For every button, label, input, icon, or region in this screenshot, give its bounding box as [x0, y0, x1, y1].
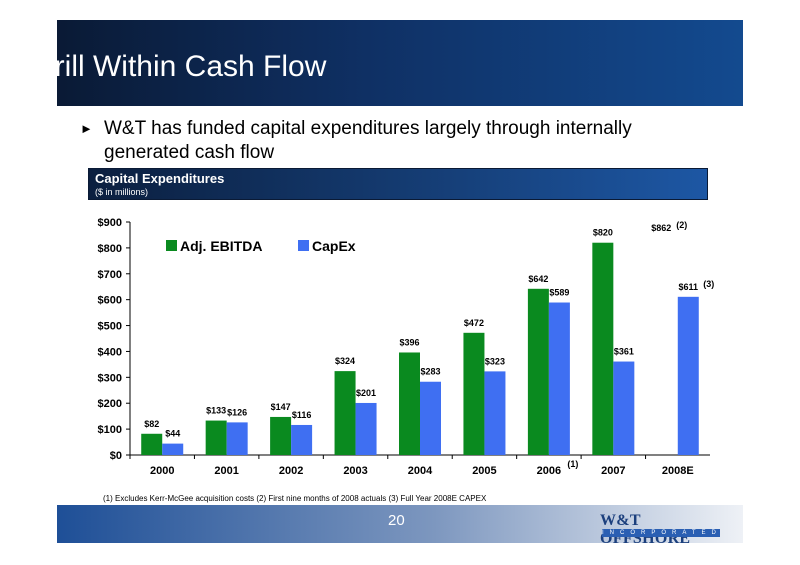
bar-adj-ebitda-2007: [592, 242, 614, 455]
data-label: $283: [420, 367, 440, 377]
data-label: $589: [549, 288, 569, 298]
bar-capex-2006: [548, 302, 570, 455]
bar-capex-2002: [291, 424, 313, 455]
x-tick-label: 2000: [150, 465, 174, 477]
x-tick-label: 2006: [537, 465, 561, 477]
bullet-arrow-icon: ►: [80, 121, 93, 136]
data-label: $116: [292, 410, 312, 420]
legend-swatch-adj-ebitda: [166, 240, 177, 251]
x-tick-label: 2002: [279, 465, 303, 477]
bar-capex-2001: [226, 422, 248, 455]
data-label: $147: [271, 402, 291, 412]
bar-chart: $0 $100 $200 $300 $400 $500 $600 $700 $800 $900 20…: [98, 217, 715, 477]
bullet-text: W&T has funded capital expenditures larg…: [104, 118, 632, 163]
y-tick-label: $600: [98, 295, 122, 307]
x-tick-label: 2003: [343, 465, 367, 477]
y-tick-label: $100: [98, 424, 122, 436]
bar-adj-ebitda-2006: [527, 288, 549, 455]
company-logo: W&T OFFSHORE INCORPORATED: [600, 512, 722, 547]
legend-label: Adj. EBITDA: [180, 238, 262, 254]
data-label: $126: [227, 407, 247, 417]
bar-adj-ebitda-2005: [463, 332, 485, 455]
y-tick-label: $0: [110, 450, 122, 462]
bar-capex-2003: [355, 402, 377, 455]
bullet-point: ► W&T has funded capital expenditures la…: [80, 117, 722, 165]
bar-adj-ebitda-2002: [270, 416, 292, 455]
data-label-note: (3): [703, 279, 714, 289]
x-tick-label: 2005: [472, 465, 496, 477]
logo-subtext: INCORPORATED: [602, 529, 722, 537]
bar-capex-2007: [613, 361, 635, 455]
chart-header: Capital Expenditures ($ in millions): [88, 168, 708, 200]
bar-capex-2005: [484, 371, 506, 455]
bar-adj-ebitda-2000: [141, 433, 163, 455]
y-tick-label: $900: [98, 217, 122, 229]
bar-adj-ebitda-2003: [334, 371, 356, 455]
footnote: (1) Excludes Kerr-McGee acquisition cost…: [103, 494, 487, 503]
y-tick-label: $400: [98, 346, 122, 358]
data-label: $361: [614, 347, 634, 357]
data-label: $44: [165, 429, 180, 439]
data-label: $611: [679, 282, 699, 292]
x-tick-label: 2001: [214, 465, 238, 477]
bar-adj-ebitda-2001: [205, 420, 227, 455]
data-label: $324: [335, 356, 355, 366]
y-tick-label: $200: [98, 398, 122, 410]
chart-title: Capital Expenditures: [95, 171, 225, 186]
bar-capex-2000: [162, 443, 184, 455]
x-tick-label: 2007: [601, 465, 625, 477]
y-tick-label: $500: [98, 321, 122, 333]
data-label-note: (2): [676, 220, 687, 230]
data-label: $862: [651, 223, 671, 233]
data-label: $396: [399, 337, 419, 347]
y-tick-label: $700: [98, 269, 122, 281]
bar-adj-ebitda-2004: [399, 352, 420, 455]
x-tick-label: 2008E: [662, 465, 694, 477]
slide-title: Drill Within Cash Flow: [33, 50, 327, 83]
data-label: $820: [593, 228, 613, 238]
chart-subtitle: ($ in millions): [95, 187, 149, 197]
bar-capex-2008E: [677, 296, 699, 455]
data-label: $201: [356, 388, 376, 398]
data-label: $133: [206, 406, 226, 416]
legend-swatch-capex: [298, 240, 309, 251]
data-label: $323: [485, 356, 505, 366]
title-bar: [57, 20, 743, 106]
page-number: 20: [388, 512, 405, 529]
legend-label: CapEx: [312, 238, 356, 254]
bar-capex-2004: [420, 381, 441, 455]
y-tick-label: $300: [98, 372, 122, 384]
data-label: $472: [464, 318, 484, 328]
y-tick-label: $800: [98, 243, 122, 255]
data-label: $82: [144, 419, 159, 429]
data-label: $642: [528, 274, 548, 284]
x-tick-note: (1): [567, 459, 578, 469]
x-tick-label: 2004: [408, 465, 433, 477]
